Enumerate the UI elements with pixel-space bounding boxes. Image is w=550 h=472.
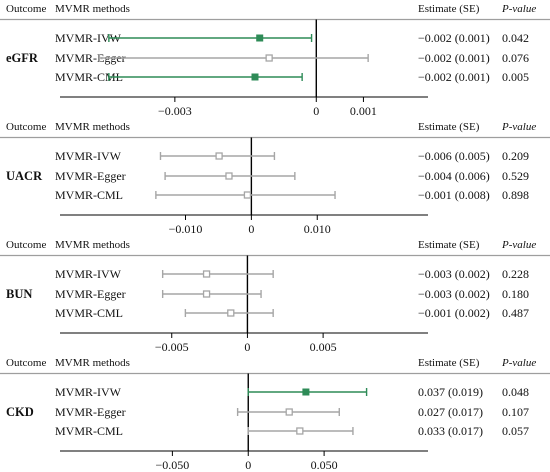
- row-method-label: MVMR-Egger: [55, 287, 126, 301]
- row-pvalue: 0.042: [502, 31, 529, 45]
- row-estimate-se: 0.027 (0.017): [418, 405, 483, 419]
- header-estimate: Estimate (SE): [418, 239, 480, 251]
- row-pvalue: 0.228: [502, 267, 529, 281]
- row-estimate-se: −0.002 (0.001): [418, 70, 490, 84]
- x-tick-label: 0: [313, 104, 319, 118]
- row-method-label: MVMR-CML: [55, 424, 123, 438]
- point-estimate: [296, 427, 304, 435]
- header-pvalue: P-value: [501, 3, 536, 15]
- row-estimate-se: 0.033 (0.017): [418, 424, 483, 438]
- outcome-label: CKD: [6, 405, 34, 419]
- row-estimate-se: −0.003 (0.002): [418, 267, 490, 281]
- x-tick-label: −0.003: [158, 104, 192, 118]
- row-pvalue: 0.529: [502, 169, 529, 183]
- row-pvalue: 0.057: [502, 424, 529, 438]
- x-tick-label: 0.050: [311, 458, 338, 472]
- point-estimate: [302, 388, 310, 396]
- header-pvalue: P-value: [501, 121, 536, 133]
- header-outcome: Outcome: [6, 3, 46, 15]
- header-method: MVMR methods: [55, 357, 130, 369]
- x-tick-label: −0.050: [155, 458, 189, 472]
- point-estimate: [256, 34, 264, 42]
- x-tick-label: 0.001: [350, 104, 377, 118]
- row-estimate-se: −0.006 (0.005): [418, 149, 490, 163]
- row-pvalue: 0.076: [502, 51, 529, 65]
- point-estimate: [251, 73, 259, 81]
- row-estimate-se: −0.002 (0.001): [418, 31, 490, 45]
- header-estimate: Estimate (SE): [418, 121, 480, 133]
- row-method-label: MVMR-CML: [55, 306, 123, 320]
- header-method: MVMR methods: [55, 3, 130, 15]
- point-estimate: [225, 172, 233, 180]
- x-tick-label: −0.010: [169, 222, 203, 236]
- point-estimate: [265, 54, 273, 62]
- x-tick-label: 0.010: [304, 222, 331, 236]
- point-estimate: [243, 191, 252, 199]
- row-pvalue: 0.209: [502, 149, 529, 163]
- header-estimate: Estimate (SE): [418, 357, 480, 369]
- header-outcome: Outcome: [6, 239, 46, 251]
- row-method-label: MVMR-IVW: [55, 149, 122, 163]
- row-pvalue: 0.180: [502, 287, 529, 301]
- header-outcome: Outcome: [6, 357, 46, 369]
- row-pvalue: 0.107: [502, 405, 529, 419]
- row-estimate-se: 0.037 (0.019): [418, 385, 483, 399]
- row-pvalue: 0.005: [502, 70, 529, 84]
- row-method-label: MVMR-CML: [55, 70, 123, 84]
- x-tick-label: −0.005: [155, 340, 189, 354]
- x-tick-label: 0: [245, 458, 251, 472]
- x-tick-label: 0.005: [310, 340, 337, 354]
- point-estimate: [227, 309, 235, 317]
- row-method-label: MVMR-IVW: [55, 385, 122, 399]
- row-method-label: MVMR-Egger: [55, 405, 126, 419]
- row-method-label: MVMR-IVW: [55, 267, 122, 281]
- row-method-label: MVMR-IVW: [55, 31, 122, 45]
- row-pvalue: 0.487: [502, 306, 529, 320]
- point-estimate: [285, 408, 293, 416]
- header-pvalue: P-value: [501, 357, 536, 369]
- row-pvalue: 0.898: [502, 188, 529, 202]
- point-estimate: [215, 152, 223, 160]
- header-method: MVMR methods: [55, 121, 130, 133]
- point-estimate: [202, 270, 211, 278]
- outcome-label: UACR: [6, 169, 43, 183]
- header-outcome: Outcome: [6, 121, 46, 133]
- x-tick-label: 0: [244, 340, 250, 354]
- header-pvalue: P-value: [501, 239, 536, 251]
- row-method-label: MVMR-Egger: [55, 169, 126, 183]
- row-estimate-se: −0.001 (0.008): [418, 188, 490, 202]
- point-estimate: [202, 290, 211, 298]
- row-method-label: MVMR-Egger: [55, 51, 126, 65]
- x-tick-label: 0: [248, 222, 254, 236]
- header-method: MVMR methods: [55, 239, 130, 251]
- row-method-label: MVMR-CML: [55, 188, 123, 202]
- row-pvalue: 0.048: [502, 385, 529, 399]
- outcome-label: eGFR: [6, 51, 39, 65]
- row-estimate-se: −0.002 (0.001): [418, 51, 490, 65]
- row-estimate-se: −0.004 (0.006): [418, 169, 490, 183]
- row-estimate-se: −0.001 (0.002): [418, 306, 490, 320]
- row-estimate-se: −0.003 (0.002): [418, 287, 490, 301]
- header-estimate: Estimate (SE): [418, 3, 480, 15]
- outcome-label: BUN: [6, 287, 32, 301]
